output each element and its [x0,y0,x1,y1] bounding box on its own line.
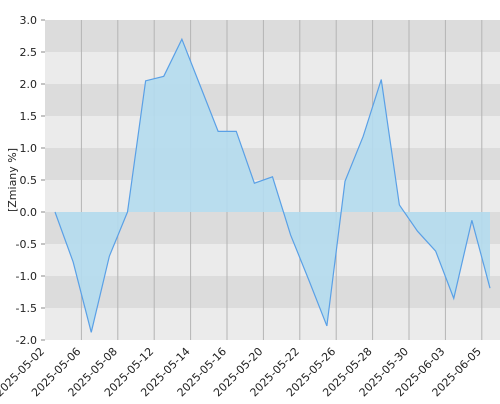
y-tick-label: 0.0 [20,206,38,219]
y-tick-label: 3.0 [20,14,38,27]
area [55,39,490,333]
line [54,37,491,333]
grid-band [45,84,500,116]
y-tick-label: 1.5 [20,110,38,123]
y-tick-label: -1.0 [16,270,37,283]
y-tick-label: 0.5 [20,174,38,187]
grid-band [45,116,500,148]
y-tick-label: -1.5 [16,302,37,315]
grid-band [45,148,500,180]
y-tick-label: 2.5 [20,46,38,59]
y-tick-label: 1.0 [20,142,38,155]
grid-band [45,244,500,276]
y-tick-label: -2.0 [16,334,37,347]
grid-band [45,308,500,340]
y-tick-label: 2.0 [20,78,38,91]
grid-band [45,52,500,84]
y-axis-label: [Zmiany %] [6,148,19,212]
y-tick-label: -0.5 [16,238,37,251]
grid-band [45,276,500,308]
grid-band [45,20,500,52]
background [45,20,500,340]
